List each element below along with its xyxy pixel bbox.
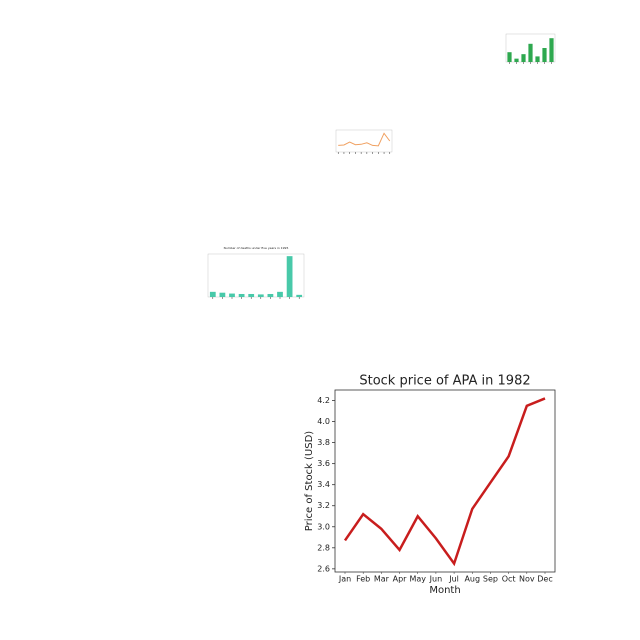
y-tick-label: 3.8	[317, 438, 330, 447]
plot-frame	[334, 389, 556, 573]
x-tick-label: Jun	[429, 575, 443, 584]
x-tick-label: Oct	[502, 575, 516, 584]
bar	[521, 54, 526, 62]
y-tick-label: 3.0	[317, 522, 330, 531]
x-tick-label: Jul	[448, 575, 459, 584]
y-tick-label: 2.6	[317, 564, 330, 573]
bar	[277, 291, 283, 297]
x-tick-label: Sep	[483, 575, 498, 584]
y-axis-label: Price of Stock (USD)	[304, 431, 315, 532]
plot-frame	[335, 129, 393, 153]
y-tick-label: 4.2	[317, 396, 330, 405]
chart-title: Stock price of APA in 1982	[359, 374, 530, 389]
y-tick-label: 3.4	[317, 480, 330, 489]
x-tick-label: Dec	[537, 575, 552, 584]
bar	[535, 56, 540, 62]
bar	[286, 256, 293, 297]
x-axis-label: Month	[429, 585, 460, 596]
y-tick-label: 4.0	[317, 417, 330, 426]
bar	[219, 292, 226, 297]
x-tick-label: May	[409, 575, 426, 584]
x-tick-label: Nov	[519, 575, 535, 584]
bar	[257, 294, 264, 297]
bar	[296, 294, 303, 297]
y-tick-label: 3.6	[317, 459, 330, 468]
plot-frame	[207, 253, 305, 298]
bar	[248, 293, 255, 297]
x-tick-label: Feb	[356, 575, 370, 584]
y-tick-label: 3.2	[317, 501, 330, 510]
x-tick-label: Aug	[464, 575, 480, 584]
bar	[229, 293, 235, 297]
bar	[514, 58, 519, 62]
x-tick-label: Jan	[338, 575, 351, 584]
line	[338, 132, 391, 147]
line	[343, 397, 546, 567]
chart-title: Number of deaths under five years in 199…	[224, 246, 289, 250]
bar	[549, 38, 554, 62]
bar	[542, 48, 547, 62]
bar	[209, 291, 216, 297]
bar	[528, 43, 533, 62]
bar	[238, 293, 245, 297]
x-tick-label: Mar	[374, 575, 390, 584]
y-tick-label: 2.8	[317, 543, 330, 552]
bar	[507, 52, 512, 62]
bar	[267, 293, 274, 297]
x-tick-label: Apr	[393, 575, 408, 584]
